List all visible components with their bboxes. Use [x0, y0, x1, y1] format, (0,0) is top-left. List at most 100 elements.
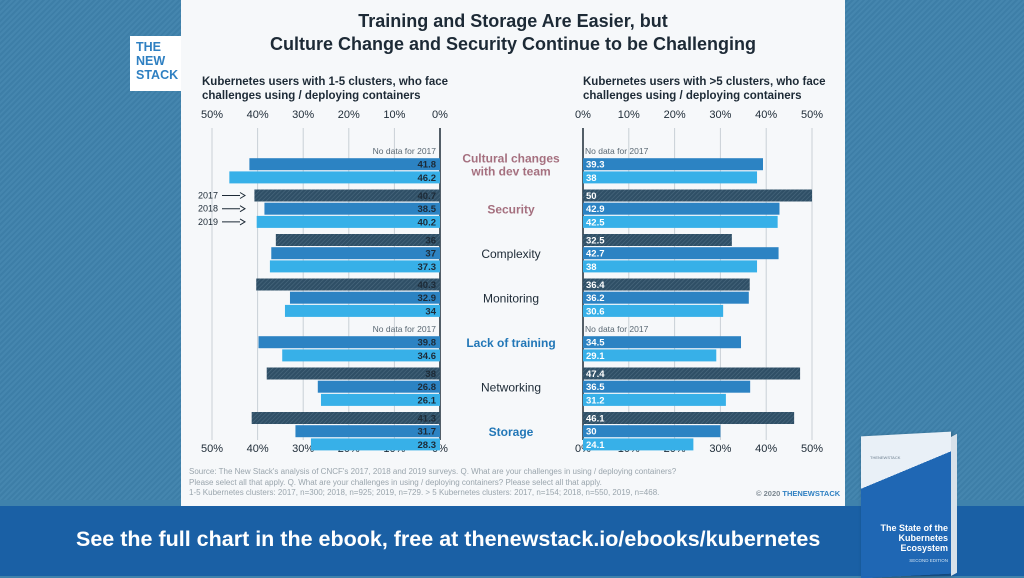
left-bar-2019 [256, 215, 440, 228]
right-bar-2018 [583, 202, 780, 215]
right-data-label: 31.2 [586, 395, 605, 406]
source-note: Source: The New Stack's analysis of CNCF… [189, 467, 729, 499]
left-bar-2019 [229, 171, 440, 184]
source-line-2: Please select all that apply. Q. What ar… [189, 477, 602, 487]
right-bar-2019 [583, 349, 717, 362]
left-data-label: 40.2 [418, 217, 437, 228]
left-tick-label: 20% [338, 109, 360, 121]
left-tick-label: 50% [201, 443, 223, 455]
left-bar-2018 [258, 336, 440, 349]
category-label: Complexity [481, 247, 540, 261]
right-tick-label: 30% [709, 443, 731, 455]
left-bar-2017 [254, 189, 440, 202]
left-bar-2018 [289, 291, 440, 304]
left-tick-label: 10% [383, 109, 405, 121]
ebook-brand: THENEWSTACK [870, 455, 901, 460]
left-data-label: 34 [425, 306, 436, 317]
category-label: Networking [481, 380, 541, 394]
right-data-label: 42.7 [586, 249, 605, 260]
logo-word-3: STACK [136, 68, 179, 82]
right-data-label: 36.4 [586, 280, 605, 291]
right-data-label: 30.6 [586, 306, 605, 317]
logo-word-2: NEW [136, 54, 166, 68]
left-data-label: 26.1 [418, 395, 437, 406]
left-tick-label: 30% [292, 109, 314, 121]
left-data-label: 34.6 [418, 351, 437, 362]
right-data-label: 32.5 [586, 236, 605, 247]
left-tick-label: 50% [201, 109, 223, 121]
year-legend-arrowhead [239, 205, 246, 213]
right-data-label: 38 [586, 262, 597, 273]
right-no-data-label: No data for 2017 [585, 324, 649, 334]
left-data-label: 37 [425, 249, 436, 260]
right-bar-2017 [583, 367, 801, 380]
right-tick-label: 50% [801, 109, 823, 121]
logo-word-1: THE [136, 40, 161, 54]
left-subtitle-line-2: challenges using / deploying containers [202, 90, 421, 102]
left-data-label: 26.8 [418, 382, 437, 393]
left-bar-2017 [251, 412, 440, 424]
ebook-cover-image[interactable] [861, 431, 951, 578]
left-bar-2017 [275, 234, 440, 246]
right-no-data-label: No data for 2017 [585, 146, 649, 156]
right-bar-2018 [583, 425, 721, 438]
right-data-label: 50 [586, 191, 597, 202]
copyright-year: © 2020 [756, 489, 781, 498]
left-no-data-label: No data for 2017 [373, 146, 437, 156]
left-data-label: 28.3 [418, 440, 437, 451]
right-panel-subtitle: Kubernetes users with >5 clusters, who f… [583, 75, 833, 103]
right-bar-2018 [583, 380, 751, 393]
right-bar-2017 [583, 412, 795, 424]
right-bar-2019 [583, 260, 758, 273]
left-data-label: 31.7 [418, 427, 437, 438]
left-tick-label: 30% [292, 443, 314, 455]
left-tick-label: 40% [247, 109, 269, 121]
ebook-subtitle: SECOND EDITION [909, 558, 948, 563]
footer-link-text[interactable]: See the full chart in the ebook, free at… [76, 527, 821, 551]
right-bar-2019 [583, 393, 726, 406]
left-bar-2019 [269, 260, 440, 273]
right-bar-2019 [583, 171, 758, 184]
right-bar-2018 [583, 336, 742, 349]
year-legend-arrowhead [239, 192, 246, 199]
chart-title-line-2: Culture Change and Security Continue to … [269, 34, 757, 54]
year-legend-label: 2017 [198, 191, 218, 201]
left-bar-2019 [284, 304, 440, 317]
source-line-1: Source: The New Stack's analysis of CNCF… [189, 467, 677, 476]
category-label: Security [487, 202, 535, 216]
category-label: with dev team [470, 164, 550, 178]
right-bar-2018 [583, 247, 779, 260]
left-data-label: 38 [425, 369, 436, 380]
left-data-label: 37.3 [418, 262, 437, 273]
right-data-label: 38 [586, 173, 597, 184]
source-line-3: 1-5 Kubernetes clusters: 2017, n=300; 20… [189, 488, 660, 497]
right-data-label: 34.5 [586, 338, 605, 349]
footer-banner [0, 506, 1024, 576]
left-data-label: 36 [425, 236, 436, 247]
right-data-label: 30 [586, 427, 597, 438]
left-data-label: 41.3 [418, 414, 437, 425]
copyright: © 2020 THENEWSTACK [756, 489, 840, 498]
category-label: Lack of training [466, 336, 555, 350]
right-data-label: 29.1 [586, 351, 605, 362]
left-subtitle-line-1: Kubernetes users with 1-5 clusters, who … [202, 76, 449, 88]
right-data-label: 42.5 [586, 217, 605, 228]
right-data-label: 36.5 [586, 382, 605, 393]
ebook-spine [951, 433, 957, 576]
left-bar-2018 [317, 380, 440, 393]
right-data-label: 46.1 [586, 414, 605, 425]
chart-title: Training and Storage Are Easier, but Cul… [181, 10, 845, 56]
left-tick-label: 0% [432, 109, 448, 121]
left-bar-2018 [249, 158, 440, 171]
right-tick-label: 20% [664, 109, 686, 121]
left-data-label: 39.8 [418, 338, 437, 349]
category-label: Storage [489, 425, 534, 439]
right-bar-2017 [583, 234, 732, 246]
left-data-label: 38.5 [418, 204, 437, 215]
right-data-label: 24.1 [586, 440, 605, 451]
right-tick-label: 10% [618, 109, 640, 121]
left-data-label: 32.9 [418, 293, 437, 304]
right-bar-2017 [583, 189, 812, 202]
left-panel-subtitle: Kubernetes users with 1-5 clusters, who … [202, 75, 452, 103]
